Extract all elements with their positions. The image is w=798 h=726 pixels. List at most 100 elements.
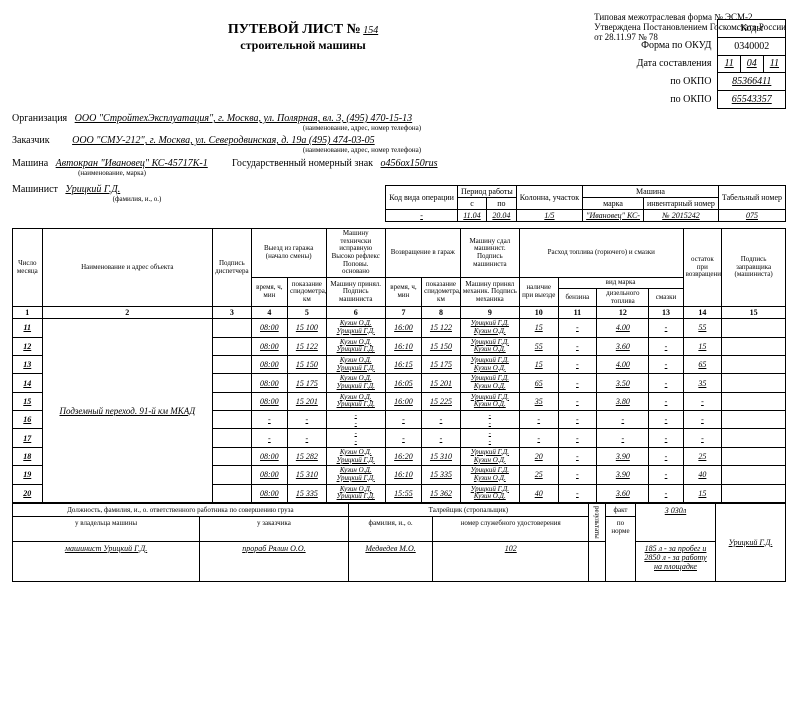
f2: - [558,466,597,484]
ft-r1: 3 030л [636,503,716,541]
f4: - [649,374,683,392]
out-km: 15 175 [288,374,327,392]
f1: 40 [519,484,558,502]
f5: 40 [683,466,722,484]
out-km: - [288,429,327,447]
f4: - [649,355,683,373]
okud-label: Форма по ОКУД [637,37,712,55]
mh-c3: Подпись диспетчера [213,229,252,307]
sig-fuel [722,355,786,373]
driver-label: Машинист [12,184,58,195]
f2: - [558,319,597,337]
mh-c8d: дизельного топлива [597,288,649,306]
out-km: 15 100 [288,319,327,337]
ft-r2: 185 л - за пробег и 2850 л - за работу н… [636,541,716,581]
f5: - [683,392,722,410]
doc-number: 154 [363,25,378,36]
in-time: 16:00 [385,319,421,337]
f4: - [649,429,683,447]
ft-own: машинист Урицкий Г.Д. [13,541,200,581]
f1: 65 [519,374,558,392]
ft-resh: результаты [589,503,606,541]
in-km: 15 150 [422,337,461,355]
org-sublabel: (наименование, адрес, номер телефона) [212,124,512,132]
sum-inv: № 2015242 [643,210,718,222]
ft-custh: у заказчика [200,516,349,541]
sum-brand: "Ивановец" КС- [583,210,644,222]
row-num: 17 [13,429,43,447]
f4: - [649,447,683,465]
row-num: 16 [13,411,43,429]
object-name: Подземный переход. 91-й км МКАД [42,319,212,503]
in-time: 16:00 [385,392,421,410]
f2: - [558,355,597,373]
mh-c6a: время, ч, мин [385,278,421,307]
date-label: Дата составления [637,55,712,73]
sig-out: -- [326,429,385,447]
f1: 55 [519,337,558,355]
out-time: 08:00 [251,319,287,337]
f5: 35 [683,374,722,392]
mh-c8: Расход топлива (горючего) и смазки [519,229,683,278]
okpo2-value: 65543357 [718,91,786,109]
f3: - [597,411,649,429]
driver-value: Урицкий Г.Д. [65,184,120,195]
summary-table: Код вида операции Период работы Колонна,… [385,185,786,222]
sig-in: Урицкий Г.Д.Кузин О.Д. [460,337,519,355]
sig-fuel [722,411,786,429]
org-row: Организация ООО "СтройтехЭксплуатация", … [12,113,786,132]
sig-out: Кузин О.Д.Урицкий Г.Д. [326,355,385,373]
f3: - [597,429,649,447]
org-value: ООО "СтройтехЭксплуатация", г. Москва, у… [75,113,413,124]
machine-sublabel: (наименование, марка) [12,169,212,177]
mh-c4a: время, ч, мин [251,278,287,307]
out-time: 08:00 [251,355,287,373]
sum-tab: 075 [718,210,785,222]
mh-c6b: показание спидометра, км [422,278,461,307]
f2: - [558,337,597,355]
ft-r2l: по норме [606,516,636,581]
f2: - [558,392,597,410]
cust-label: Заказчик [12,135,50,146]
sum-h1: Код вида операции [386,186,458,210]
disp [213,484,252,502]
sig-in: -- [460,429,519,447]
ft-fioh: фамилия, и., о. [348,516,433,541]
in-time: - [385,429,421,447]
sum-h2: Период работы [457,186,516,198]
mh-c8b: вид марка [558,278,683,289]
disp [213,411,252,429]
disp [213,392,252,410]
mh-c8a: наличие при выезде [519,278,558,307]
out-km: 15 150 [288,355,327,373]
cust-sublabel: (наименование, адрес, номер телефона) [212,146,512,154]
f5: 15 [683,484,722,502]
ft-h2: Талрейщик (стропальщик) [348,503,588,516]
ft-h1: Должность, фамилия, и., о. ответственног… [13,503,349,516]
ft-sig: Урицкий Г.Д. [716,503,786,581]
ft-cert: 102 [433,541,589,581]
f4: - [649,484,683,502]
footer-table: Должность, фамилия, и., о. ответственног… [12,503,786,582]
in-km: 15 310 [422,447,461,465]
sum-op: - [386,210,458,222]
mh-c4: Выезд из гаража (начало смены) [251,229,326,278]
f2: - [558,484,597,502]
cn5: 5 [288,307,327,319]
title-main: ПУТЕВОЙ ЛИСТ № [228,22,361,37]
cn8: 8 [422,307,461,319]
sig-out: Кузин О.Д.Урицкий Г.Д. [326,319,385,337]
f1: - [519,429,558,447]
mh-c8c: бензина [558,288,597,306]
plate-label: Государственный номерный знак [232,158,373,169]
in-km: 15 335 [422,466,461,484]
f5: - [683,411,722,429]
ft-r1l: факт [606,503,636,516]
cn7: 7 [385,307,421,319]
row-num: 20 [13,484,43,502]
row-num: 13 [13,355,43,373]
cn13: 13 [649,307,683,319]
in-km: 15 362 [422,484,461,502]
in-km: 15 122 [422,319,461,337]
date-month: 04 [740,55,763,73]
